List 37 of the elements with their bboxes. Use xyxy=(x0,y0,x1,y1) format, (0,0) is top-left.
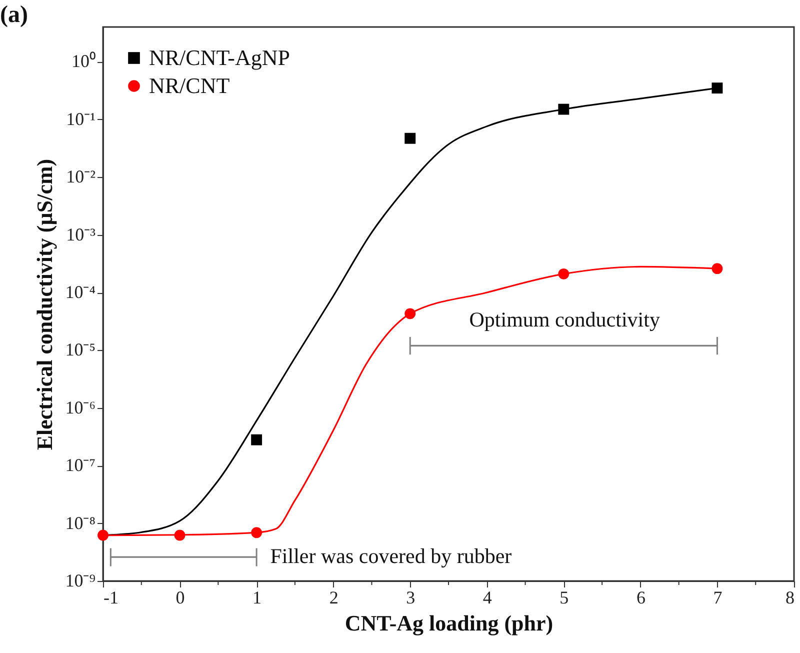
point xyxy=(404,132,416,144)
x-tick-label: 4 xyxy=(482,588,492,608)
y-tick-label: 10⁰ xyxy=(72,51,96,72)
x-tick-label: 7 xyxy=(713,588,722,608)
x-tick-label: 8 xyxy=(786,588,794,608)
x-axis-title: CNT-Ag loading (phr) xyxy=(344,610,554,636)
annotation: Optimum conductivity xyxy=(469,308,660,332)
y-tick-label: 10⁻³ xyxy=(66,224,96,244)
point xyxy=(251,527,262,538)
x-tick-label: 6 xyxy=(636,588,646,608)
y-tick-label: 10⁻⁷ xyxy=(65,455,96,476)
y-tick-label: 10⁻² xyxy=(66,166,96,187)
x-tick-label: 5 xyxy=(560,588,569,608)
legend-label: NR/CNT-AgNP xyxy=(149,45,290,70)
y-tick-label: 10⁻⁸ xyxy=(65,512,96,533)
point xyxy=(712,82,723,94)
point xyxy=(558,104,570,115)
y-axis-title: Electrical conductivity (µS/cm) xyxy=(32,158,58,450)
point xyxy=(174,530,186,541)
x-tick-label: 0 xyxy=(176,588,185,608)
x-tick-label: 1 xyxy=(252,588,262,608)
point xyxy=(558,268,570,280)
y-tick-label: 10⁻⁶ xyxy=(65,397,96,418)
y-tick-label: 10⁻¹ xyxy=(66,108,96,129)
y-tick-label: 10⁻⁹ xyxy=(65,570,96,590)
point xyxy=(712,263,723,274)
legend-label: NR/CNT xyxy=(149,73,230,98)
y-tick-label: 10⁻⁵ xyxy=(65,340,96,360)
point xyxy=(251,434,262,446)
point xyxy=(404,308,416,320)
point xyxy=(98,530,108,541)
x-tick-label: 3 xyxy=(406,588,416,608)
x-tick-label: -1 xyxy=(104,588,118,608)
x-tick-label: 2 xyxy=(329,588,338,608)
y-tick-label: 10⁻⁴ xyxy=(65,282,96,302)
annotation: Filler was covered by rubber xyxy=(270,544,512,568)
chart-title: (a) xyxy=(0,2,28,28)
